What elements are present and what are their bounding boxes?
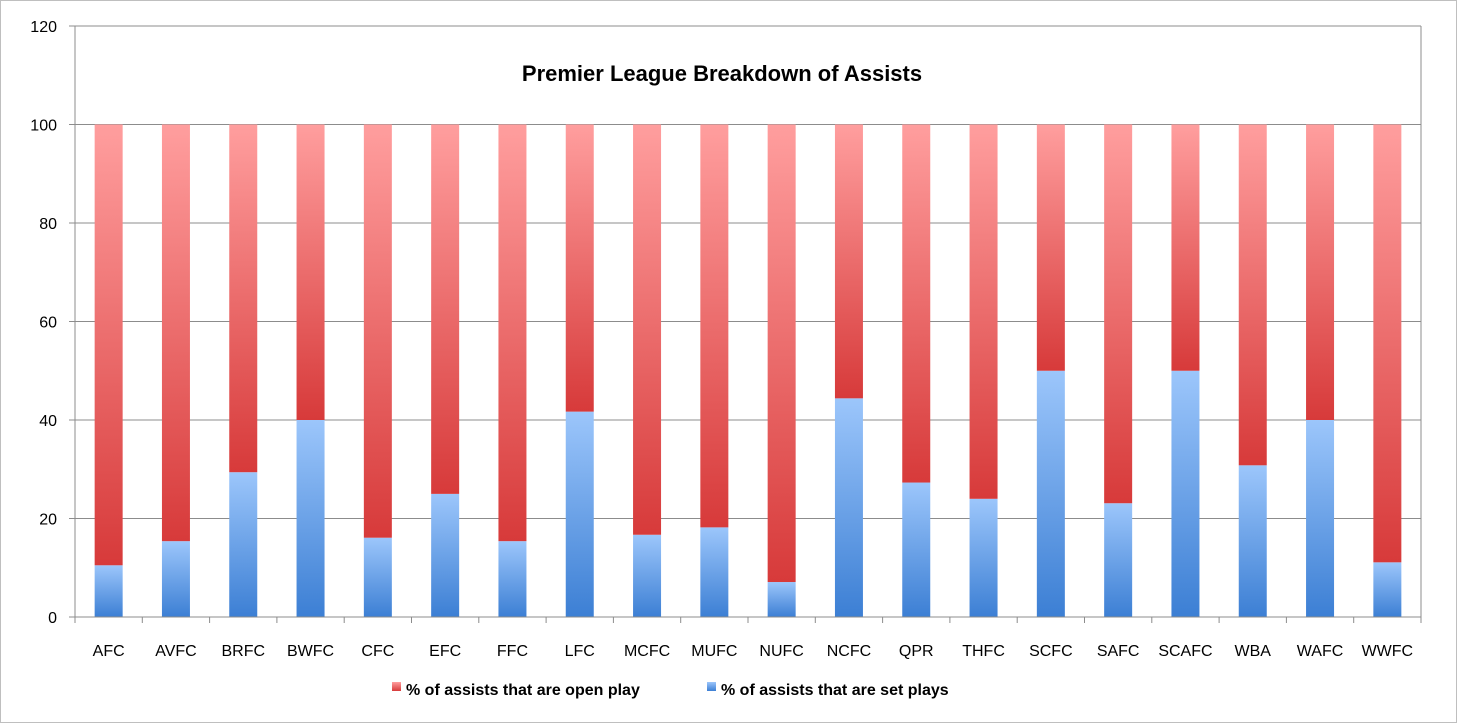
bar-open-play-wwfc [1373,124,1402,563]
bar-open-play-mcfc [633,124,662,535]
y-axis-ticks: 0 20 40 60 80 100 120 [30,19,75,627]
y-tick-label: 40 [39,413,57,430]
bar-open-play-ffc [498,124,527,542]
x-tick-label: SCAFC [1158,643,1212,660]
legend-swatch-open-play [392,682,401,691]
x-tick-label: EFC [429,643,461,660]
x-tick-label: SAFC [1097,643,1140,660]
bar-open-play-ncfc [834,124,863,399]
x-tick-label: BRFC [221,643,265,660]
x-tick-label: BWFC [287,643,334,660]
bar-open-play-mufc [700,124,729,528]
bars [94,124,1402,617]
x-tick-label: NCFC [827,643,871,660]
x-tick-label: MUFC [691,643,737,660]
legend-label-set-plays: % of assists that are set plays [721,682,949,699]
bar-open-play-scafc [1171,124,1200,371]
x-tick-label: CFC [361,643,394,660]
bar-set-plays-scafc [1171,370,1200,617]
bar-open-play-safc [1104,124,1133,504]
bar-set-plays-wba [1238,465,1267,617]
y-tick-label: 20 [39,512,57,529]
bar-open-play-avfc [161,124,190,542]
legend: % of assists that are open play % of ass… [392,682,949,699]
bar-open-play-qpr [902,124,931,483]
y-tick-label: 60 [39,315,57,332]
x-axis-ticks: AFC AVFC BRFC BWFC CFC EFC FFC LFC MCFC MUFC NUFC N… [74,617,1422,660]
bar-open-play-brfc [229,124,258,473]
bar-set-plays-scfc [1036,370,1065,617]
bar-open-play-cfc [363,124,392,538]
bar-set-plays-qpr [902,482,931,617]
bar-set-plays-ffc [498,541,527,617]
bar-set-plays-avfc [161,541,190,617]
bar-set-plays-brfc [229,472,258,617]
bar-set-plays-afc [94,565,123,617]
bar-open-play-afc [94,124,123,566]
bar-open-play-bwfc [296,124,325,420]
x-tick-label: WWFC [1362,643,1414,660]
x-tick-label: SCFC [1029,643,1073,660]
bar-set-plays-wafc [1306,420,1335,617]
bar-open-play-wba [1238,124,1267,466]
bar-set-plays-safc [1104,503,1133,617]
x-tick-label: MCFC [624,643,670,660]
x-tick-label: LFC [565,643,595,660]
bar-set-plays-mufc [700,527,729,617]
bar-set-plays-wwfc [1373,562,1402,617]
bar-set-plays-thfc [969,498,998,617]
x-tick-label: NUFC [759,643,803,660]
y-tick-label: 80 [39,216,57,233]
bar-open-play-nufc [767,124,796,583]
x-tick-label: AVFC [155,643,196,660]
legend-swatch-set-plays [707,682,716,691]
bar-open-play-efc [431,124,460,494]
bar-set-plays-ncfc [834,398,863,617]
legend-label-open-play: % of assists that are open play [406,682,640,699]
bar-open-play-thfc [969,124,998,499]
bar-set-plays-cfc [363,537,392,617]
x-tick-label: FFC [497,643,528,660]
bar-set-plays-bwfc [296,420,325,617]
bar-set-plays-lfc [565,411,594,617]
y-tick-label: 100 [30,118,57,135]
x-tick-label: WBA [1235,643,1272,660]
gridlines [75,25,1422,617]
bar-open-play-lfc [565,124,594,412]
y-tick-label: 0 [48,610,57,627]
bar-open-play-scfc [1036,124,1065,371]
bar-set-plays-mcfc [633,534,662,617]
x-tick-label: THFC [962,643,1005,660]
x-tick-label: QPR [899,643,934,660]
bar-set-plays-nufc [767,582,796,617]
x-tick-label: AFC [93,643,125,660]
chart-title: Premier League Breakdown of Assists [522,61,922,86]
y-tick-label: 120 [30,19,57,36]
bar-open-play-wafc [1306,124,1335,420]
bar-set-plays-efc [431,493,460,617]
x-tick-label: WAFC [1297,643,1344,660]
